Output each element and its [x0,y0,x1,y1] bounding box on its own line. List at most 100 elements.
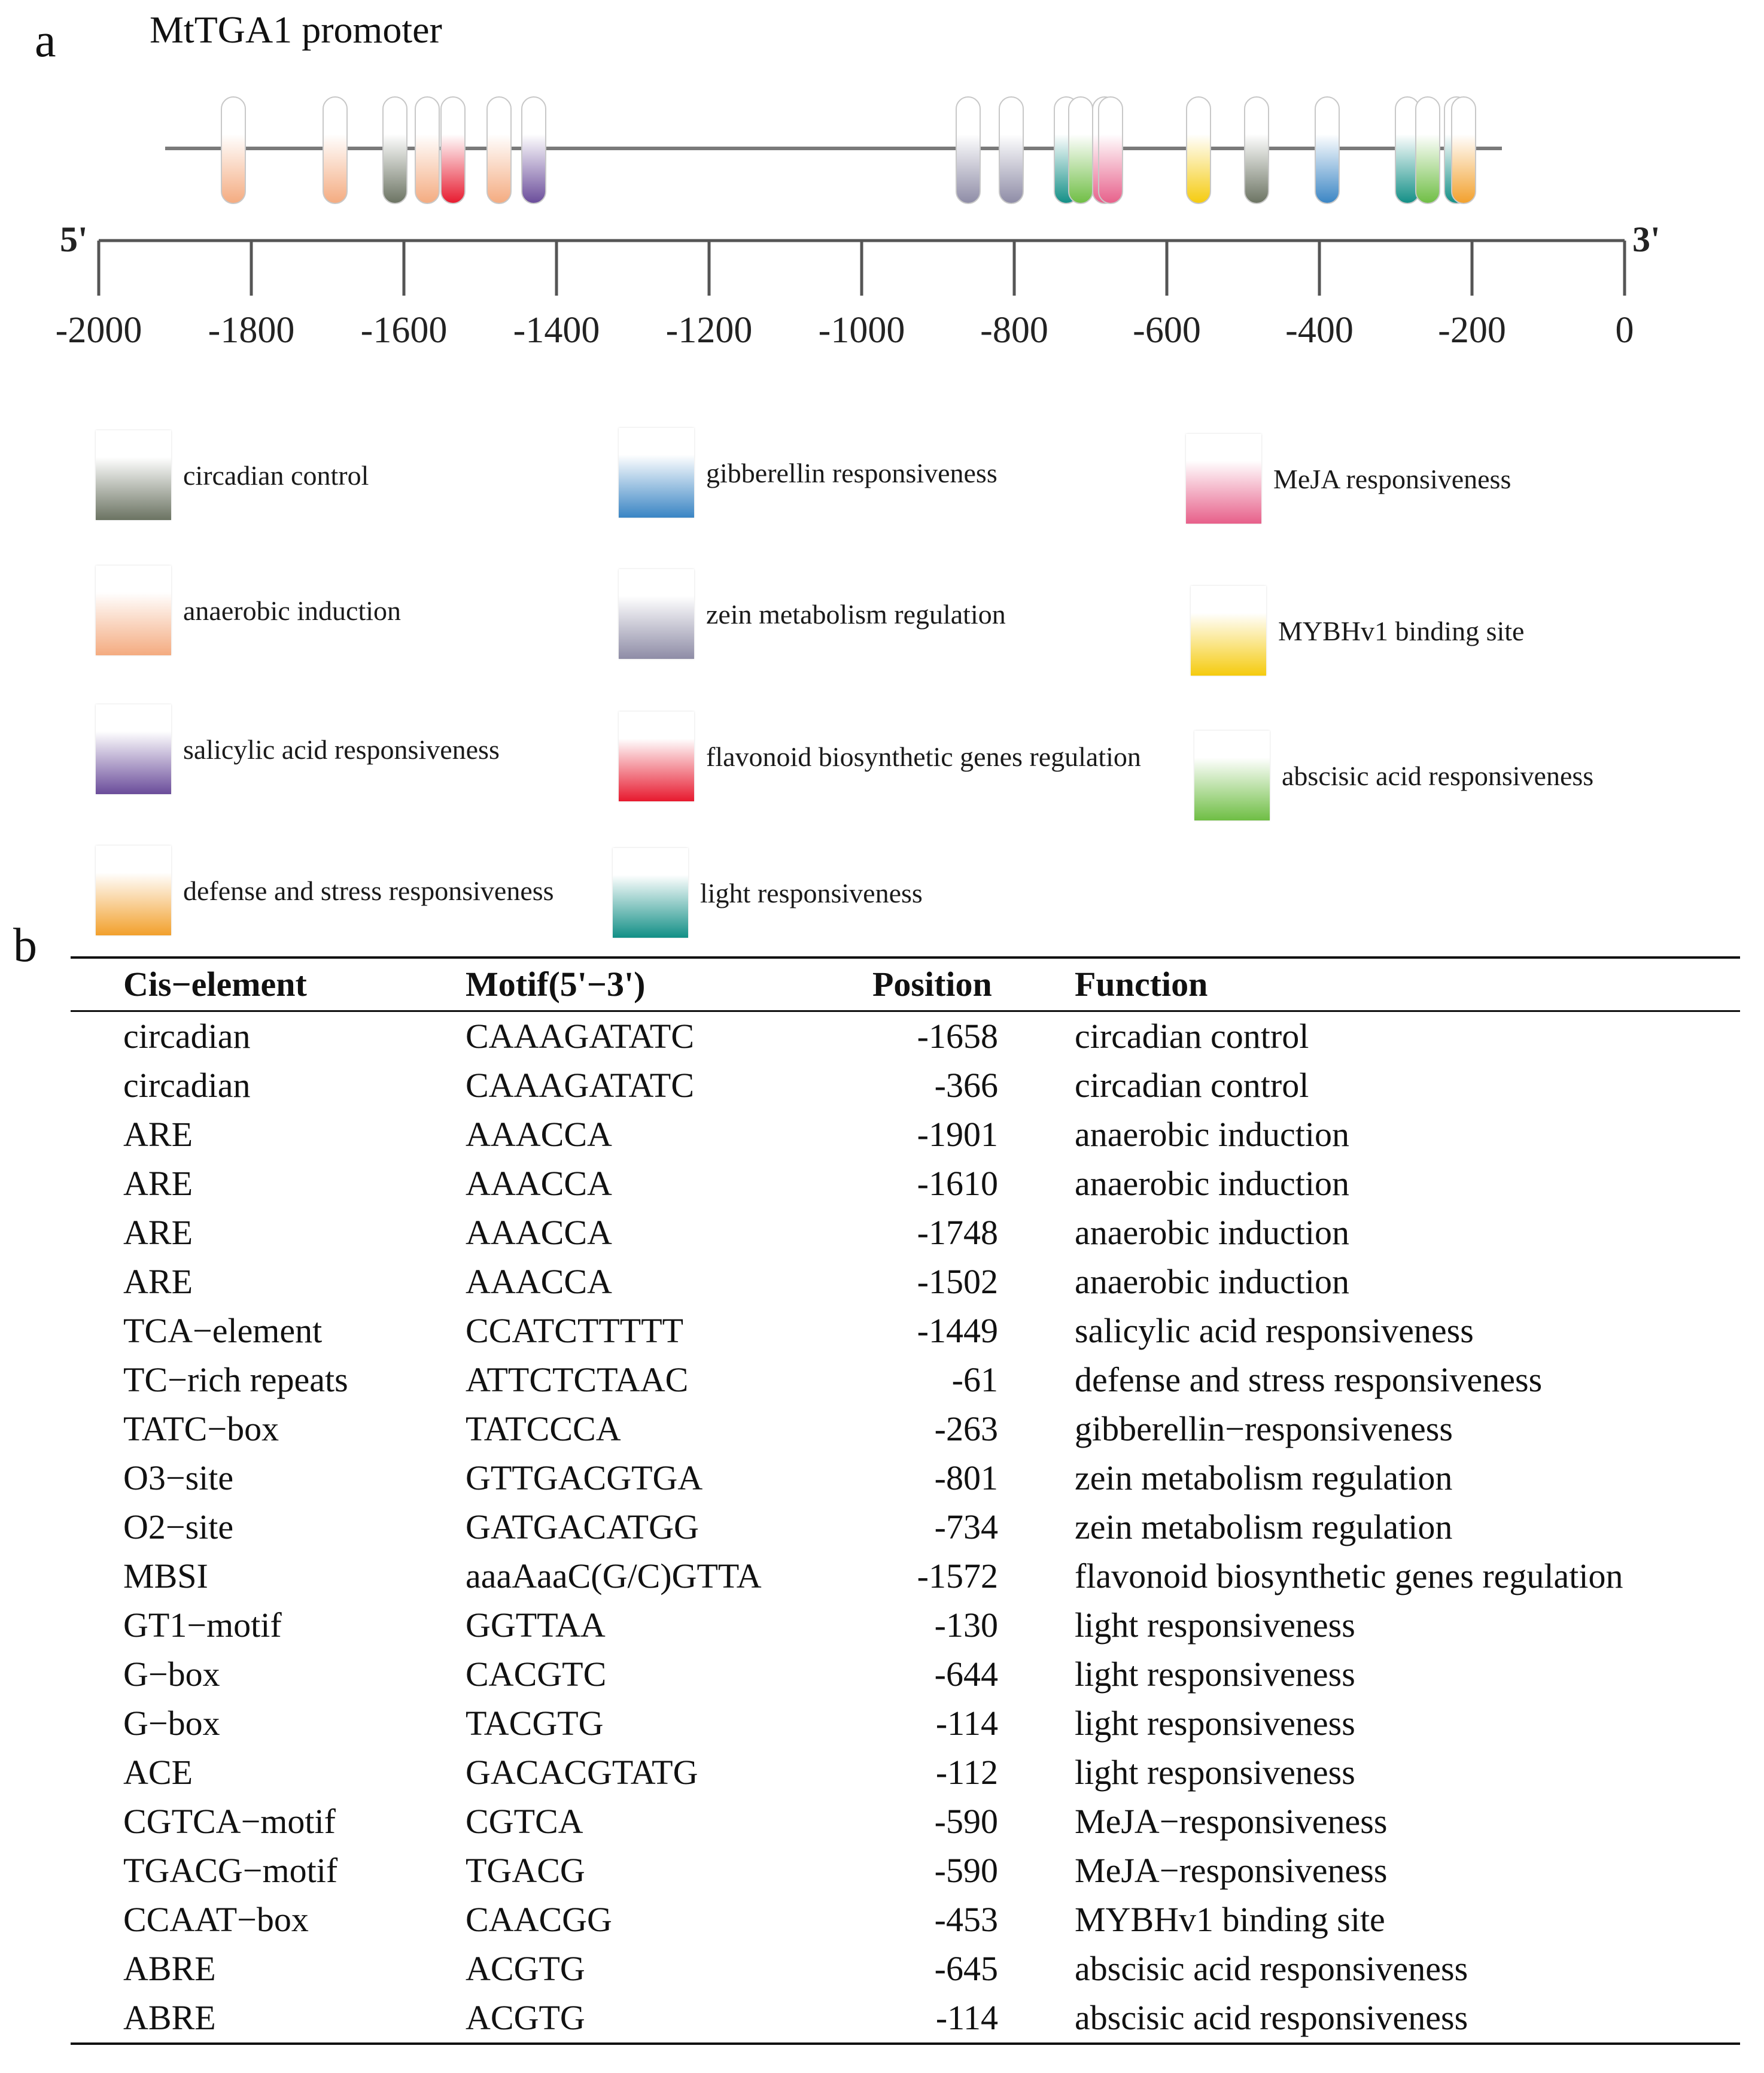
cell-position: -801 [934,1458,998,1497]
cis-element-marker [1098,96,1123,204]
cell-position: -1658 [917,1017,998,1056]
cell-motif: GTTGACGTGA [466,1458,703,1497]
legend-swatch [1186,434,1261,524]
legend-label: defense and stress responsiveness [183,875,554,906]
cell-motif: TGACG [466,1851,585,1890]
axis-tick-label: -1600 [361,310,448,351]
legend-swatch [96,430,171,520]
legend-swatch [96,704,171,794]
cell-position: -590 [934,1802,998,1841]
axis-tick-label: -200 [1438,310,1506,351]
legend-item-anaerobic-induction: anaerobic induction [96,563,401,658]
cell-cis-element: ABRE [123,1949,216,1988]
cell-function: light responsiveness [1075,1753,1355,1792]
cell-motif: AAACCA [466,1115,612,1154]
table-row: TGACG−motif TGACG -590 MeJA−responsiveness [71,1846,1740,1895]
axis-tick-label: -2000 [56,310,142,351]
table-row: ARE AAACCA -1748 anaerobic induction [71,1208,1740,1257]
axis-tick-label: -400 [1285,310,1354,351]
cell-function: flavonoid biosynthetic genes regulation [1075,1557,1623,1595]
cell-function: anaerobic induction [1075,1262,1349,1301]
cell-cis-element: TC−rich repeats [123,1360,348,1399]
cell-motif: TATCCCA [466,1409,621,1448]
cell-cis-element: CCAAT−box [123,1900,309,1939]
promoter-diagram: 5' 3' -2000 -1800 -1600 -1400 -1200 -1000 -800… [56,96,1660,351]
cis-element-marker [1244,96,1269,204]
table-row: ARE AAACCA -1610 anaerobic induction [71,1159,1740,1208]
legend-item-light: light responsiveness [613,845,923,941]
cell-function: anaerobic induction [1075,1115,1349,1154]
table-row: TCA−element CCATCTTTTT -1449 salicylic acid… [71,1306,1740,1355]
panel-b-label: b [13,919,37,972]
cis-element-marker [221,96,246,204]
axis-tick-label: -800 [980,310,1048,351]
three-prime-label: 3' [1632,220,1660,259]
table-row: circadian CAAAGATATC -366 circadian control [71,1061,1740,1110]
promoter-elements [221,96,1476,204]
cis-element-marker [440,96,466,204]
table-row: ARE AAACCA -1502 anaerobic induction [71,1257,1740,1306]
cell-position: -130 [934,1606,998,1645]
cell-cis-element: MBSI [123,1557,208,1595]
cell-motif: CACGTC [466,1655,607,1694]
cell-cis-element: ARE [123,1213,193,1252]
cell-position: -1502 [917,1262,998,1301]
cell-cis-element: CGTCA−motif [123,1802,336,1841]
axis-tick-label: -1000 [819,310,905,351]
cell-motif: GATGACATGG [466,1507,699,1546]
table-row: O3−site GTTGACGTGA -801 zein metabolism reg… [71,1454,1740,1503]
cis-element-marker [323,96,348,204]
legend-item-gibberellin: gibberellin responsiveness [619,425,997,521]
promoter-title: MtTGA1 promoter [150,8,442,51]
cell-position: -112 [935,1753,998,1792]
cis-element-marker [1415,96,1440,204]
cell-cis-element: TGACG−motif [123,1851,338,1890]
cis-element-marker [486,96,512,204]
legend-swatch [1194,731,1270,820]
legend-swatch [619,712,694,801]
cell-function: MeJA−responsiveness [1075,1802,1388,1841]
cell-motif: CAAAGATATC [466,1017,695,1056]
cell-function: anaerobic induction [1075,1213,1349,1252]
cell-cis-element: TATC−box [123,1409,279,1448]
table-bottom-rule [71,2042,1740,2045]
cell-position: -644 [934,1655,998,1694]
cell-position: -114 [935,1998,998,2037]
legend-label: abscisic acid responsiveness [1282,760,1594,791]
legend-swatch [1191,586,1266,676]
table-header-rule [71,1010,1740,1012]
table-row: ACE GACACGTATG -112 light responsiveness [71,1748,1740,1797]
legend-label: anaerobic induction [183,595,402,626]
cis-element-marker [956,96,981,204]
legend-label: MYBHv1 binding site [1278,615,1525,646]
cell-function: light responsiveness [1075,1655,1355,1694]
legend-item-mybhv1: MYBHv1 binding site [1191,583,1524,679]
cell-motif: ATTCTCTAAC [466,1360,689,1399]
cell-position: -61 [951,1360,998,1399]
cell-motif: AAACCA [466,1164,612,1203]
cell-function: zein metabolism regulation [1075,1458,1453,1497]
table-row: ARE AAACCA -1901 anaerobic induction [71,1110,1740,1159]
cis-element-marker [999,96,1024,204]
cell-cis-element: ARE [123,1115,193,1154]
five-prime-label: 5' [60,220,88,259]
legend-swatch [619,428,694,518]
cell-function: light responsiveness [1075,1704,1355,1743]
cell-motif: CAACGG [466,1900,612,1939]
axis-tick-label: -1800 [208,310,295,351]
cis-element-marker [521,96,546,204]
cell-function: gibberellin−responsiveness [1075,1409,1453,1448]
cis-element-marker [1315,96,1340,204]
cell-cis-element: O3−site [123,1458,234,1497]
cell-cis-element: G−box [123,1655,220,1694]
cell-function: salicylic acid responsiveness [1075,1311,1474,1350]
cell-position: -366 [934,1066,998,1105]
cell-cis-element: ARE [123,1262,193,1301]
cell-motif: ACGTG [466,1998,585,2037]
legend-label: gibberellin responsiveness [706,457,997,488]
table-row: CGTCA−motif CGTCA -590 MeJA−responsiveness [71,1797,1740,1846]
cell-motif: GGTTAA [466,1606,606,1645]
cis-element-table: Cis−element Motif(5'−3') Position Functi… [71,956,1740,2045]
axis-tick-label: -600 [1133,310,1201,351]
legend-label: zein metabolism regulation [706,598,1006,630]
